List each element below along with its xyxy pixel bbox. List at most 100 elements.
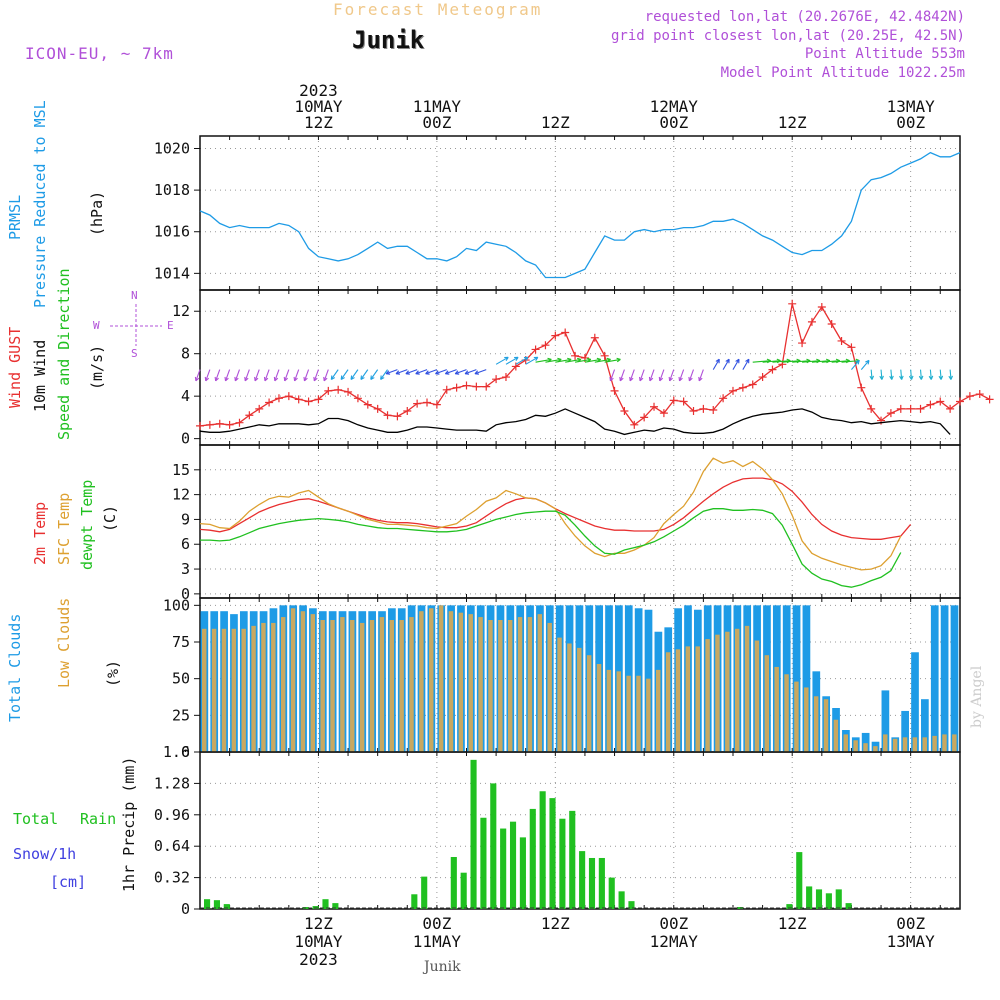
wind-arrow <box>742 358 750 370</box>
wind-arrow <box>525 356 539 365</box>
low-cloud-bar <box>438 605 444 752</box>
gust-point <box>620 407 629 416</box>
low-cloud-bar <box>419 611 424 752</box>
gust-point <box>837 336 846 345</box>
wind-arrow <box>330 369 339 380</box>
wind-arrow-head <box>340 375 345 380</box>
wind-arrow <box>435 369 447 375</box>
wind-panel: 0 4 8 12 <box>172 289 994 448</box>
wind-arrow <box>370 369 379 380</box>
wind-arrow-head <box>619 376 624 382</box>
low-cloud-bar <box>823 699 829 752</box>
gust-point <box>541 341 550 350</box>
rain-bar <box>845 903 852 909</box>
gust-point <box>788 299 797 308</box>
precip-ytick-label: 0 <box>181 900 190 918</box>
precip-snow-label: Snow/1h <box>13 845 77 863</box>
rain-bar <box>332 903 339 909</box>
wind-arrow <box>890 369 893 380</box>
wind-arrow-head <box>474 370 479 375</box>
low-cloud-bar <box>626 675 631 752</box>
rain-bar <box>569 810 576 909</box>
gust-point <box>827 319 836 328</box>
low-cloud-bar <box>873 746 878 752</box>
top-time-label: 12Z <box>304 113 333 132</box>
low-cloud-bar <box>715 634 720 752</box>
gust-point <box>403 407 412 416</box>
rain-bar <box>608 877 615 909</box>
bottom-time-label: 12Z <box>304 914 333 933</box>
rain-bar <box>579 851 586 909</box>
wind-arrow <box>425 369 438 375</box>
rain-bar <box>322 899 329 909</box>
low-cloud-bar <box>310 614 316 752</box>
rain-bar <box>815 889 823 909</box>
wind-arrow <box>831 360 850 363</box>
low-cloud-bar <box>665 652 671 752</box>
wind-arrow-head <box>869 375 875 380</box>
wind-arrow <box>821 360 840 363</box>
bottom-time-label: 13MAY <box>887 932 936 951</box>
top-time-label: 11MAY <box>413 97 462 116</box>
wind-arrow <box>604 358 621 363</box>
low-cloud-bar <box>399 620 404 752</box>
low-cloud-bar <box>468 614 473 752</box>
gust-point <box>324 386 333 395</box>
low-cloud-bar <box>557 637 562 752</box>
wind-arrow-head <box>415 370 420 375</box>
wind-arrow-head <box>283 376 289 382</box>
wind-arrow <box>782 360 801 363</box>
wind-arrow <box>619 369 625 382</box>
wind-arrow-head <box>323 376 328 382</box>
wind-arrow <box>679 369 685 382</box>
gust-point <box>699 404 708 413</box>
gust-point <box>225 420 234 429</box>
wind-arrow <box>900 369 903 380</box>
gust-point <box>383 411 392 420</box>
precip-ytick-label: 1.6 <box>163 743 190 761</box>
top-time-label: 12MAY <box>650 97 699 116</box>
wind-arrow-head <box>350 375 355 380</box>
gust-point <box>245 411 254 420</box>
low-cloud-bar <box>883 734 888 752</box>
bottom-time-label: 2023 <box>299 950 338 969</box>
total-cloud-bar <box>930 605 939 752</box>
gust-point <box>501 373 510 382</box>
wind-arrow-head <box>938 375 944 380</box>
wind-arrow-head <box>204 376 210 382</box>
low-cloud-bar <box>833 719 839 752</box>
gust-point <box>650 402 659 411</box>
top-time-label: 00Z <box>896 113 925 132</box>
rain-bar <box>213 900 220 909</box>
bottom-time-label: 12Z <box>541 914 570 933</box>
wind-arrow <box>574 358 591 363</box>
gust-point <box>600 351 609 360</box>
wind-ytick-label: 12 <box>172 302 190 320</box>
model-point-altitude: Model Point Altitude 1022.25m <box>720 65 965 81</box>
wind-arrow <box>405 369 418 375</box>
rain-bar <box>539 791 546 909</box>
gust-point <box>689 407 698 416</box>
wind-arrow <box>870 369 873 380</box>
low-cloud-bar <box>734 628 740 752</box>
rain-bar <box>806 886 813 909</box>
gust-point <box>847 343 856 352</box>
top-time-label: 12Z <box>778 113 807 132</box>
wind-arrow-head <box>454 370 460 375</box>
temp-series-line <box>200 508 902 588</box>
gust-point <box>610 386 619 395</box>
bottom-time-label: 00Z <box>422 914 451 933</box>
gust-point <box>274 394 283 403</box>
wind-arrow <box>385 369 398 375</box>
wind-arrow-head <box>616 357 621 363</box>
temp-ytick-label: 12 <box>172 486 190 504</box>
low-cloud-bar <box>744 625 750 752</box>
wind-arrow-head <box>533 356 539 361</box>
wind-arrow <box>505 356 519 365</box>
low-cloud-bar <box>922 737 927 752</box>
gust-point <box>946 404 955 413</box>
wind-ytick-label: 0 <box>181 430 190 448</box>
rain-bar <box>786 904 793 909</box>
wind-arrow <box>313 369 319 382</box>
